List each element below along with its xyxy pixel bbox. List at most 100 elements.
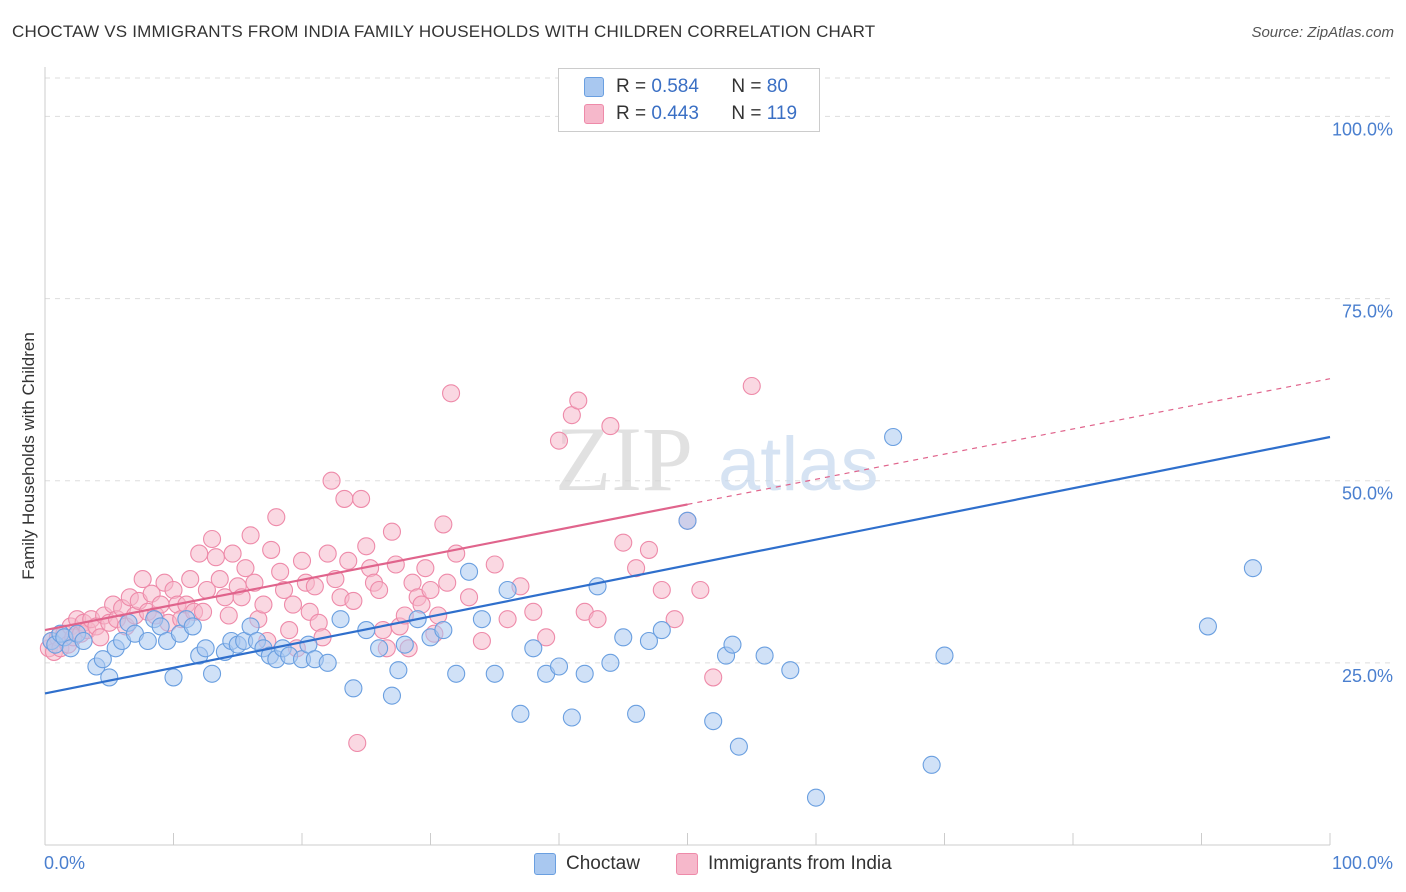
legend-row-choctaw: R = 0.584 N = 80 — [584, 75, 788, 99]
legend-r-value: 0.584 — [651, 76, 699, 97]
choctaw-point — [1198, 617, 1217, 636]
india-point — [742, 376, 761, 396]
india-point — [416, 559, 435, 578]
choctaw-point — [511, 704, 530, 723]
choctaw-point — [472, 610, 491, 629]
choctaw-point — [1243, 559, 1262, 578]
india-point — [382, 522, 402, 541]
choctaw-point — [614, 628, 633, 647]
choctaw-point — [806, 788, 826, 807]
india-point — [485, 555, 504, 574]
legend-swatch-india — [584, 104, 604, 124]
watermark-atlas: atlas — [718, 422, 879, 507]
watermark: ZIP atlas — [555, 408, 879, 510]
x-tick-label: 0.0% — [44, 853, 85, 873]
india-point — [274, 580, 294, 600]
legend-n-label: N = — [731, 103, 767, 124]
choctaw-point — [389, 661, 408, 680]
india-point — [318, 544, 337, 563]
bottom-legend-choctaw: Choctaw — [534, 852, 640, 876]
india-point — [206, 548, 225, 567]
india-point — [498, 610, 517, 629]
india-point — [133, 570, 152, 589]
legend-row-india: R = 0.443 N = 119 — [584, 102, 797, 126]
choctaw-point — [370, 639, 389, 658]
watermark-zip: ZIP — [555, 408, 693, 510]
choctaw-point — [164, 668, 183, 687]
choctaw-point — [344, 679, 363, 698]
india-point — [292, 551, 312, 570]
source-credit: Source: ZipAtlas.com — [1251, 24, 1394, 41]
india-point — [339, 551, 358, 570]
india-point — [190, 544, 209, 563]
choctaw-point — [755, 646, 774, 665]
india-point — [524, 602, 543, 621]
bottom-legend-swatch-choctaw — [534, 853, 556, 875]
choctaw-point — [196, 639, 215, 658]
choctaw-point — [434, 621, 453, 640]
india-point — [344, 591, 363, 610]
india-point — [569, 391, 588, 410]
choctaw-point — [922, 755, 941, 774]
india-point — [588, 610, 607, 629]
x-tick-label: 100.0% — [1332, 853, 1393, 873]
choctaw-point — [382, 686, 402, 705]
india-point — [652, 580, 671, 600]
india-point — [245, 573, 264, 592]
india-point — [627, 559, 646, 578]
india-point — [639, 540, 659, 559]
india-point — [223, 544, 242, 563]
chart-title: CHOCTAW VS IMMIGRANTS FROM INDIA FAMILY … — [12, 22, 876, 41]
india-point — [704, 668, 723, 687]
india-point — [370, 580, 389, 600]
series-india-points — [39, 376, 761, 753]
bottom-legend-label-choctaw: Choctaw — [566, 853, 640, 874]
choctaw-point — [601, 653, 620, 672]
choctaw-point — [652, 621, 671, 640]
choctaw-point — [447, 664, 466, 683]
legend-n-value: 119 — [766, 103, 798, 124]
choctaw-point — [395, 635, 414, 654]
india-point — [280, 621, 299, 640]
india-point — [194, 602, 213, 621]
choctaw-point — [549, 657, 569, 676]
choctaw-point — [74, 631, 93, 651]
india-point — [614, 533, 633, 552]
india-point — [537, 628, 556, 647]
tick-labels: 25.0% 50.0% 75.0% 100.0% 0.0% 100.0% — [44, 119, 1393, 873]
india-point — [348, 733, 367, 753]
bottom-legend-india: Immigrants from India — [676, 852, 892, 876]
india-point — [283, 595, 303, 614]
india-point — [262, 540, 281, 559]
y-tick-label: 75.0% — [1342, 302, 1393, 322]
trend-line-solid-1 — [44, 503, 688, 632]
india-point — [472, 631, 491, 651]
series-choctaw-points — [42, 427, 1262, 807]
choctaw-point — [884, 427, 903, 447]
y-tick-label: 50.0% — [1342, 484, 1393, 504]
choctaw-point — [729, 737, 748, 756]
india-point — [322, 471, 341, 490]
choctaw-point — [627, 704, 646, 723]
choctaw-point — [562, 708, 581, 727]
axes — [44, 67, 1331, 846]
india-point — [691, 580, 710, 600]
legend-n-label: N = — [731, 76, 767, 97]
india-point — [421, 580, 440, 600]
choctaw-point — [935, 646, 954, 665]
india-point — [305, 577, 324, 596]
choctaw-point — [639, 631, 659, 651]
legend-n-value: 80 — [766, 76, 788, 97]
india-point — [601, 417, 620, 436]
choctaw-point — [575, 664, 594, 683]
india-point — [335, 489, 354, 508]
bottom-legend-swatch-india — [676, 853, 698, 875]
legend-swatch-choctaw — [584, 77, 604, 97]
choctaw-point — [183, 617, 202, 636]
choctaw-point — [100, 668, 119, 687]
choctaw-point — [138, 631, 157, 651]
legend-r-label: R = — [616, 76, 652, 97]
y-tick-label: 100.0% — [1332, 119, 1393, 139]
choctaw-point — [498, 580, 517, 600]
